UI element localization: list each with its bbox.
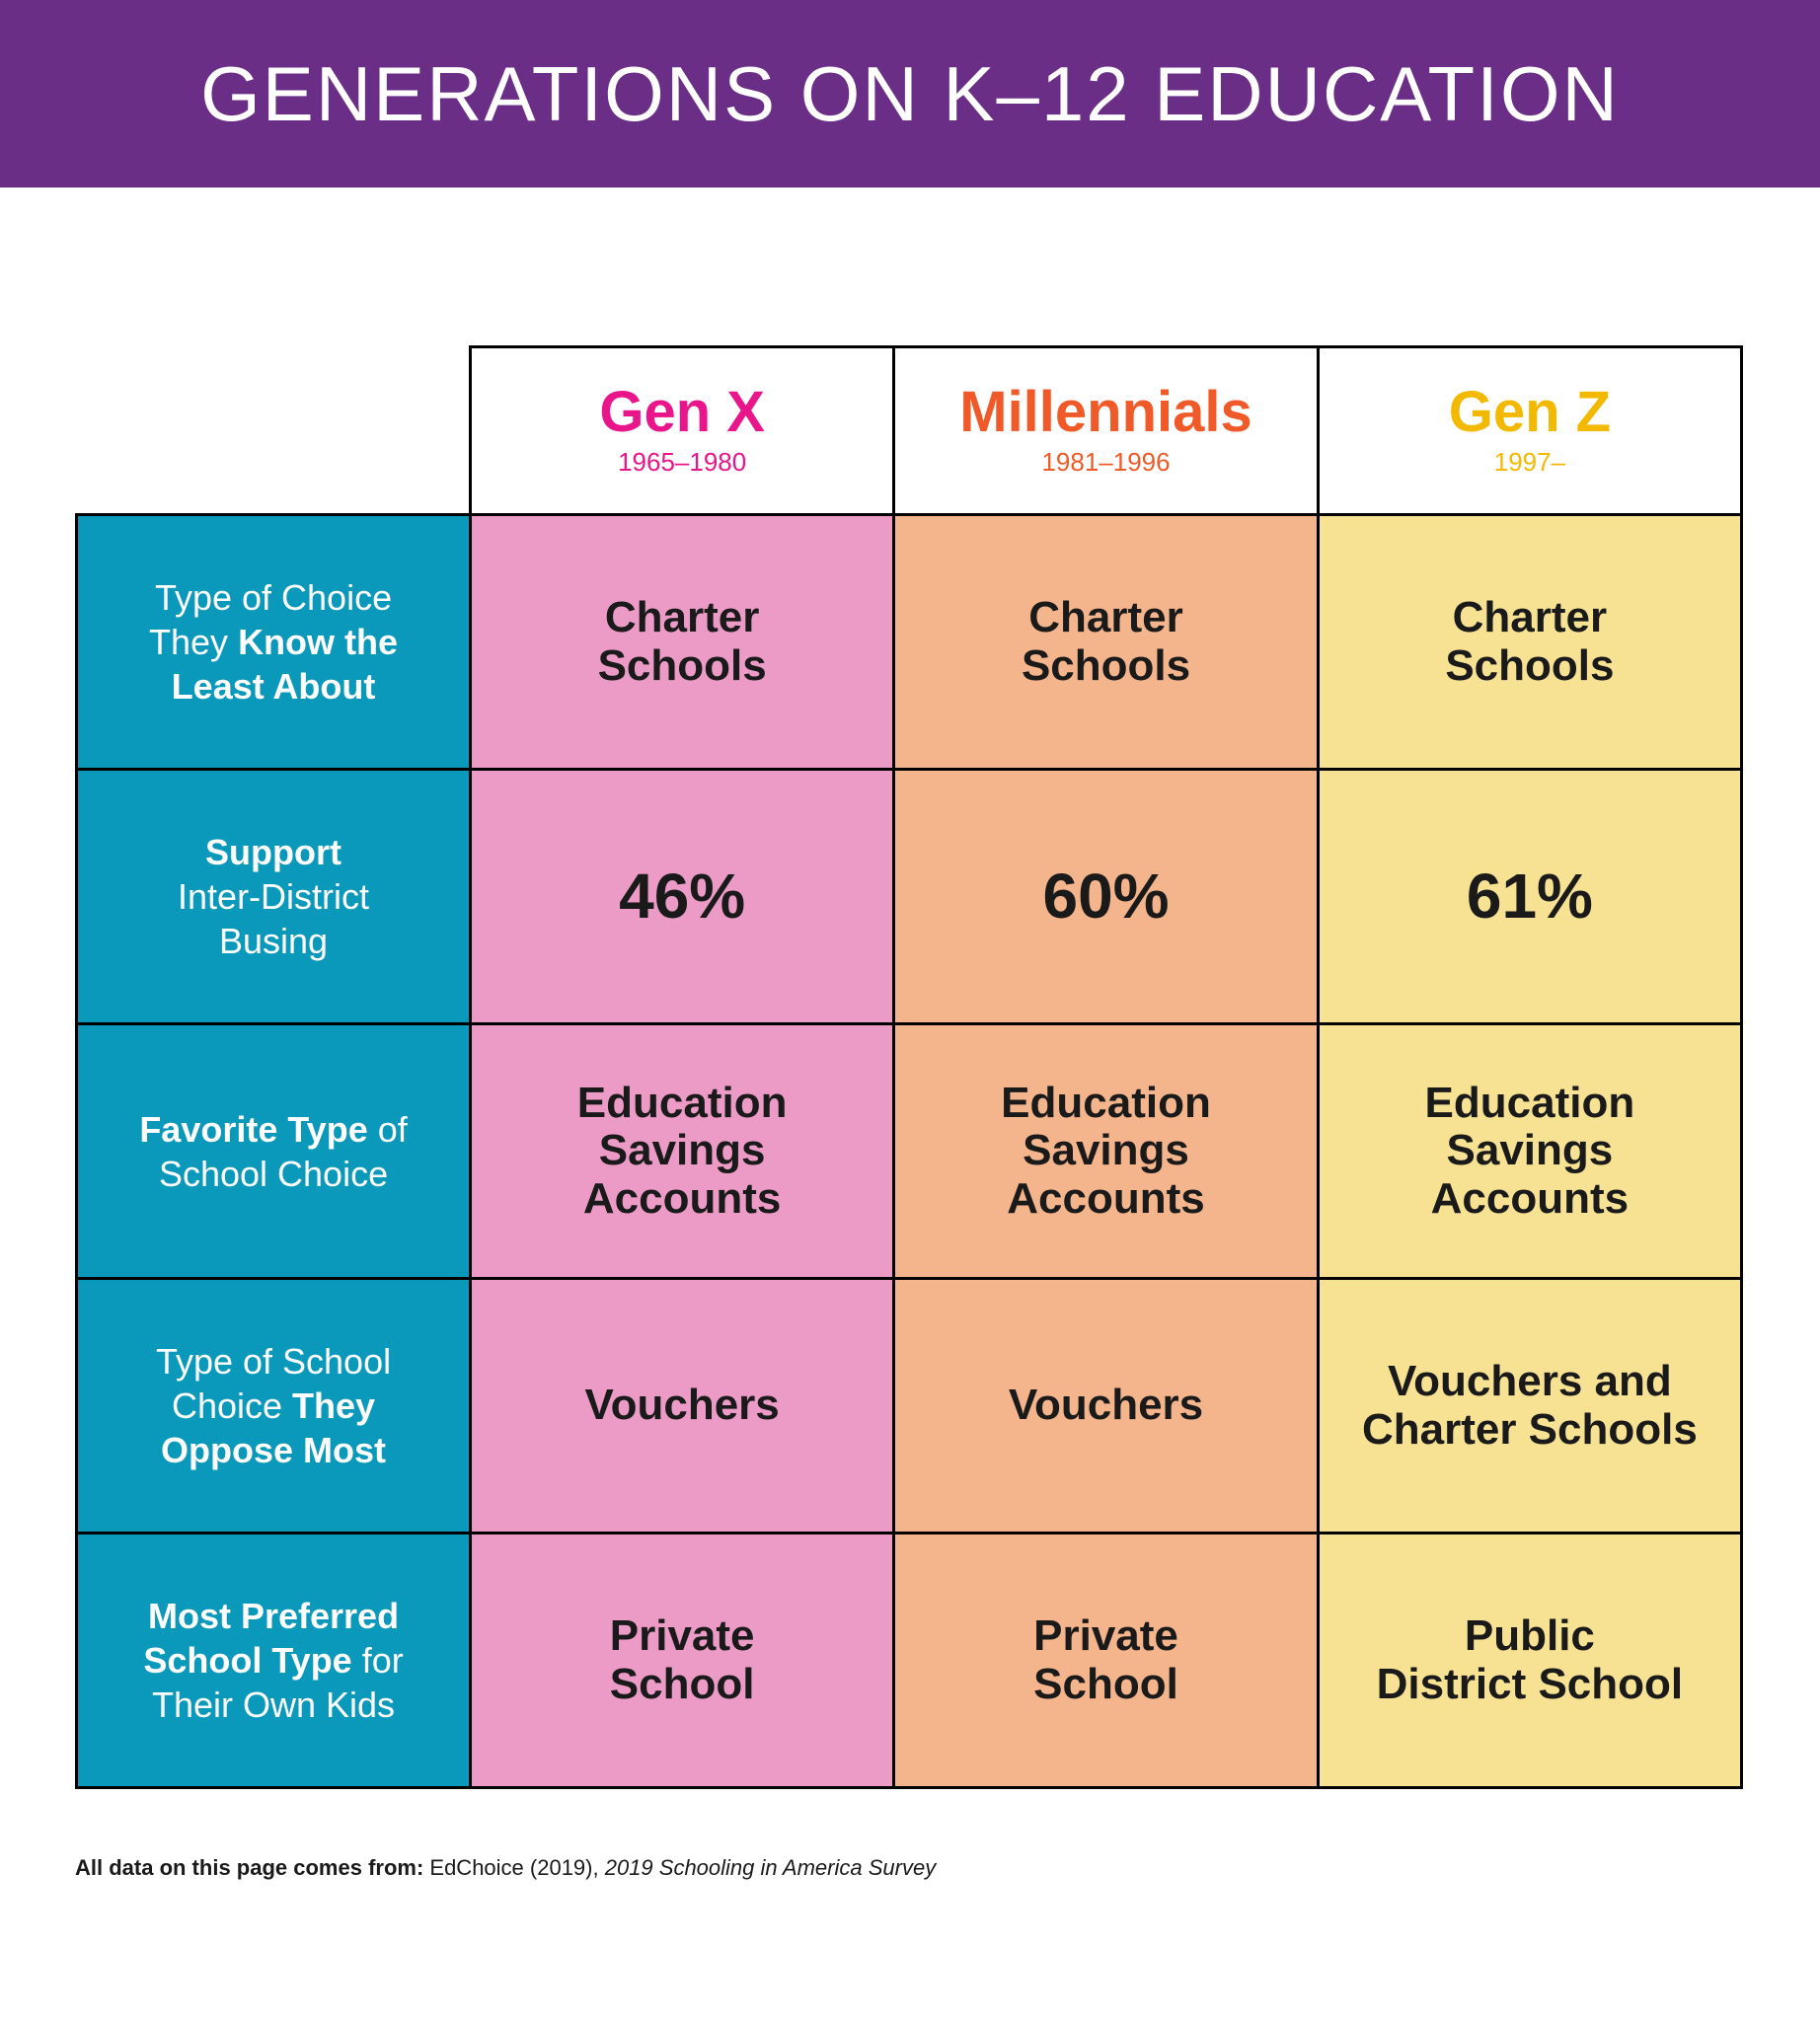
- data-cell-4-1: PrivateSchool: [894, 1534, 1319, 1788]
- generation-years: 1965–1980: [492, 447, 872, 478]
- data-cell-4-2: PublicDistrict School: [1318, 1534, 1741, 1788]
- data-cell-2-0: EducationSavingsAccounts: [471, 1024, 894, 1279]
- generation-name: Millennials: [915, 384, 1297, 441]
- source-italic: 2019 Schooling in America Survey: [605, 1855, 936, 1880]
- data-cell-0-0: CharterSchools: [471, 515, 894, 770]
- row-header-0: Type of ChoiceThey Know theLeast About: [77, 515, 471, 770]
- generation-name: Gen X: [492, 384, 872, 441]
- data-cell-3-0: Vouchers: [471, 1279, 894, 1534]
- column-header-gen-z: Gen Z 1997–: [1318, 347, 1741, 515]
- source-middle: EdChoice (2019),: [423, 1855, 604, 1880]
- column-header-gen-x: Gen X 1965–1980: [471, 347, 894, 515]
- source-citation: All data on this page comes from: EdChoi…: [75, 1855, 936, 1881]
- title-banner: GENERATIONS ON K–12 EDUCATION: [0, 0, 1820, 187]
- source-prefix: All data on this page comes from:: [75, 1855, 423, 1880]
- row-header-1: SupportInter-DistrictBusing: [77, 770, 471, 1024]
- title-text: GENERATIONS ON K–12 EDUCATION: [200, 49, 1620, 139]
- generation-name: Gen Z: [1339, 384, 1720, 441]
- generation-years: 1997–: [1339, 447, 1720, 478]
- corner-cell: [77, 347, 471, 515]
- row-header-2: Favorite Type ofSchool Choice: [77, 1024, 471, 1279]
- data-cell-0-1: CharterSchools: [894, 515, 1319, 770]
- data-cell-1-2: 61%: [1318, 770, 1741, 1024]
- data-cell-0-2: CharterSchools: [1318, 515, 1741, 770]
- data-cell-3-1: Vouchers: [894, 1279, 1319, 1534]
- data-cell-4-0: PrivateSchool: [471, 1534, 894, 1788]
- column-header-millennials: Millennials 1981–1996: [894, 347, 1319, 515]
- generations-table: Gen X 1965–1980 Millennials 1981–1996 Gen Z 1…: [75, 345, 1743, 1789]
- data-cell-3-2: Vouchers andCharter Schools: [1318, 1279, 1741, 1534]
- row-header-4: Most PreferredSchool Type forTheir Own K…: [77, 1534, 471, 1788]
- data-cell-1-1: 60%: [894, 770, 1319, 1024]
- row-header-3: Type of SchoolChoice TheyOppose Most: [77, 1279, 471, 1534]
- data-cell-1-0: 46%: [471, 770, 894, 1024]
- data-cell-2-1: EducationSavingsAccounts: [894, 1024, 1319, 1279]
- generation-years: 1981–1996: [915, 447, 1297, 478]
- data-cell-2-2: EducationSavingsAccounts: [1318, 1024, 1741, 1279]
